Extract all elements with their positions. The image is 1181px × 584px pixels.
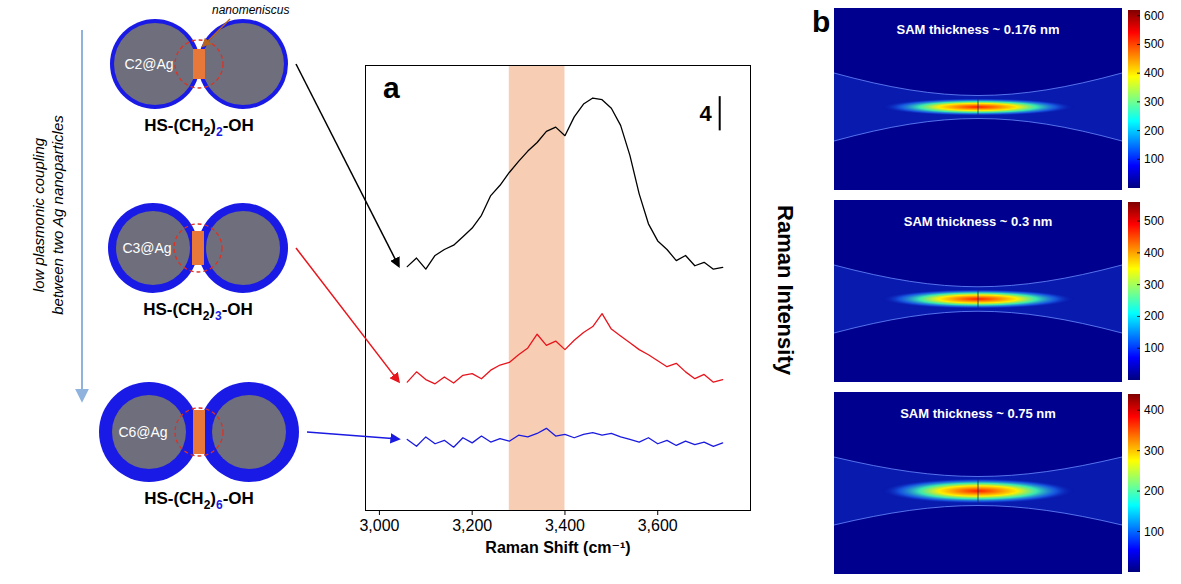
html-text:a: a	[383, 71, 400, 104]
svg-text:300: 300	[1144, 95, 1164, 109]
svg-text:400: 400	[1144, 403, 1164, 417]
svg-text:3,000: 3,000	[359, 517, 399, 534]
svg-text:SAM thickness ~ 0.176 nm: SAM thickness ~ 0.176 nm	[897, 22, 1060, 37]
svg-text:100: 100	[1144, 341, 1164, 355]
svg-text:200: 200	[1144, 484, 1164, 498]
svg-text:100: 100	[1144, 152, 1164, 166]
svg-text:300: 300	[1144, 278, 1164, 292]
svg-text:100: 100	[1144, 525, 1164, 539]
svg-text:b: b	[812, 5, 830, 38]
svg-text:low plasmonic coupling: low plasmonic coupling	[30, 137, 47, 292]
html-text:Raman Intensity: Raman Intensity	[773, 205, 798, 375]
svg-text:3,400: 3,400	[545, 517, 585, 534]
svg-text:4: 4	[700, 101, 713, 126]
svg-text:400: 400	[1144, 246, 1164, 260]
svg-text:C2@Ag: C2@Ag	[124, 56, 173, 72]
svg-text:HS-(CH2)3-OH: HS-(CH2)3-OH	[143, 300, 253, 323]
svg-text:3,200: 3,200	[452, 517, 492, 534]
svg-text:Raman Shift (cm⁻¹): Raman Shift (cm⁻¹)	[485, 539, 630, 556]
svg-text:HS-(CH2)6-OH: HS-(CH2)6-OH	[144, 489, 254, 512]
svg-text:600: 600	[1144, 9, 1164, 23]
svg-text:300: 300	[1144, 444, 1164, 458]
svg-text:nanomeniscus: nanomeniscus	[212, 3, 289, 17]
svg-text:400: 400	[1144, 66, 1164, 80]
svg-text:between two Ag nanoparticles: between two Ag nanoparticles	[49, 115, 66, 315]
svg-text:HS-(CH2)2-OH: HS-(CH2)2-OH	[144, 116, 254, 139]
svg-text:500: 500	[1144, 214, 1164, 228]
svg-text:3,600: 3,600	[638, 517, 678, 534]
svg-text:SAM thickness ~ 0.3 nm: SAM thickness ~ 0.3 nm	[904, 214, 1052, 229]
svg-text:C6@Ag: C6@Ag	[118, 424, 167, 440]
svg-text:C3@Ag: C3@Ag	[122, 240, 171, 256]
svg-text:SAM thickness ~ 0.75 nm: SAM thickness ~ 0.75 nm	[900, 406, 1056, 421]
svg-text:500: 500	[1144, 37, 1164, 51]
svg-text:200: 200	[1144, 124, 1164, 138]
svg-text:200: 200	[1144, 309, 1164, 323]
